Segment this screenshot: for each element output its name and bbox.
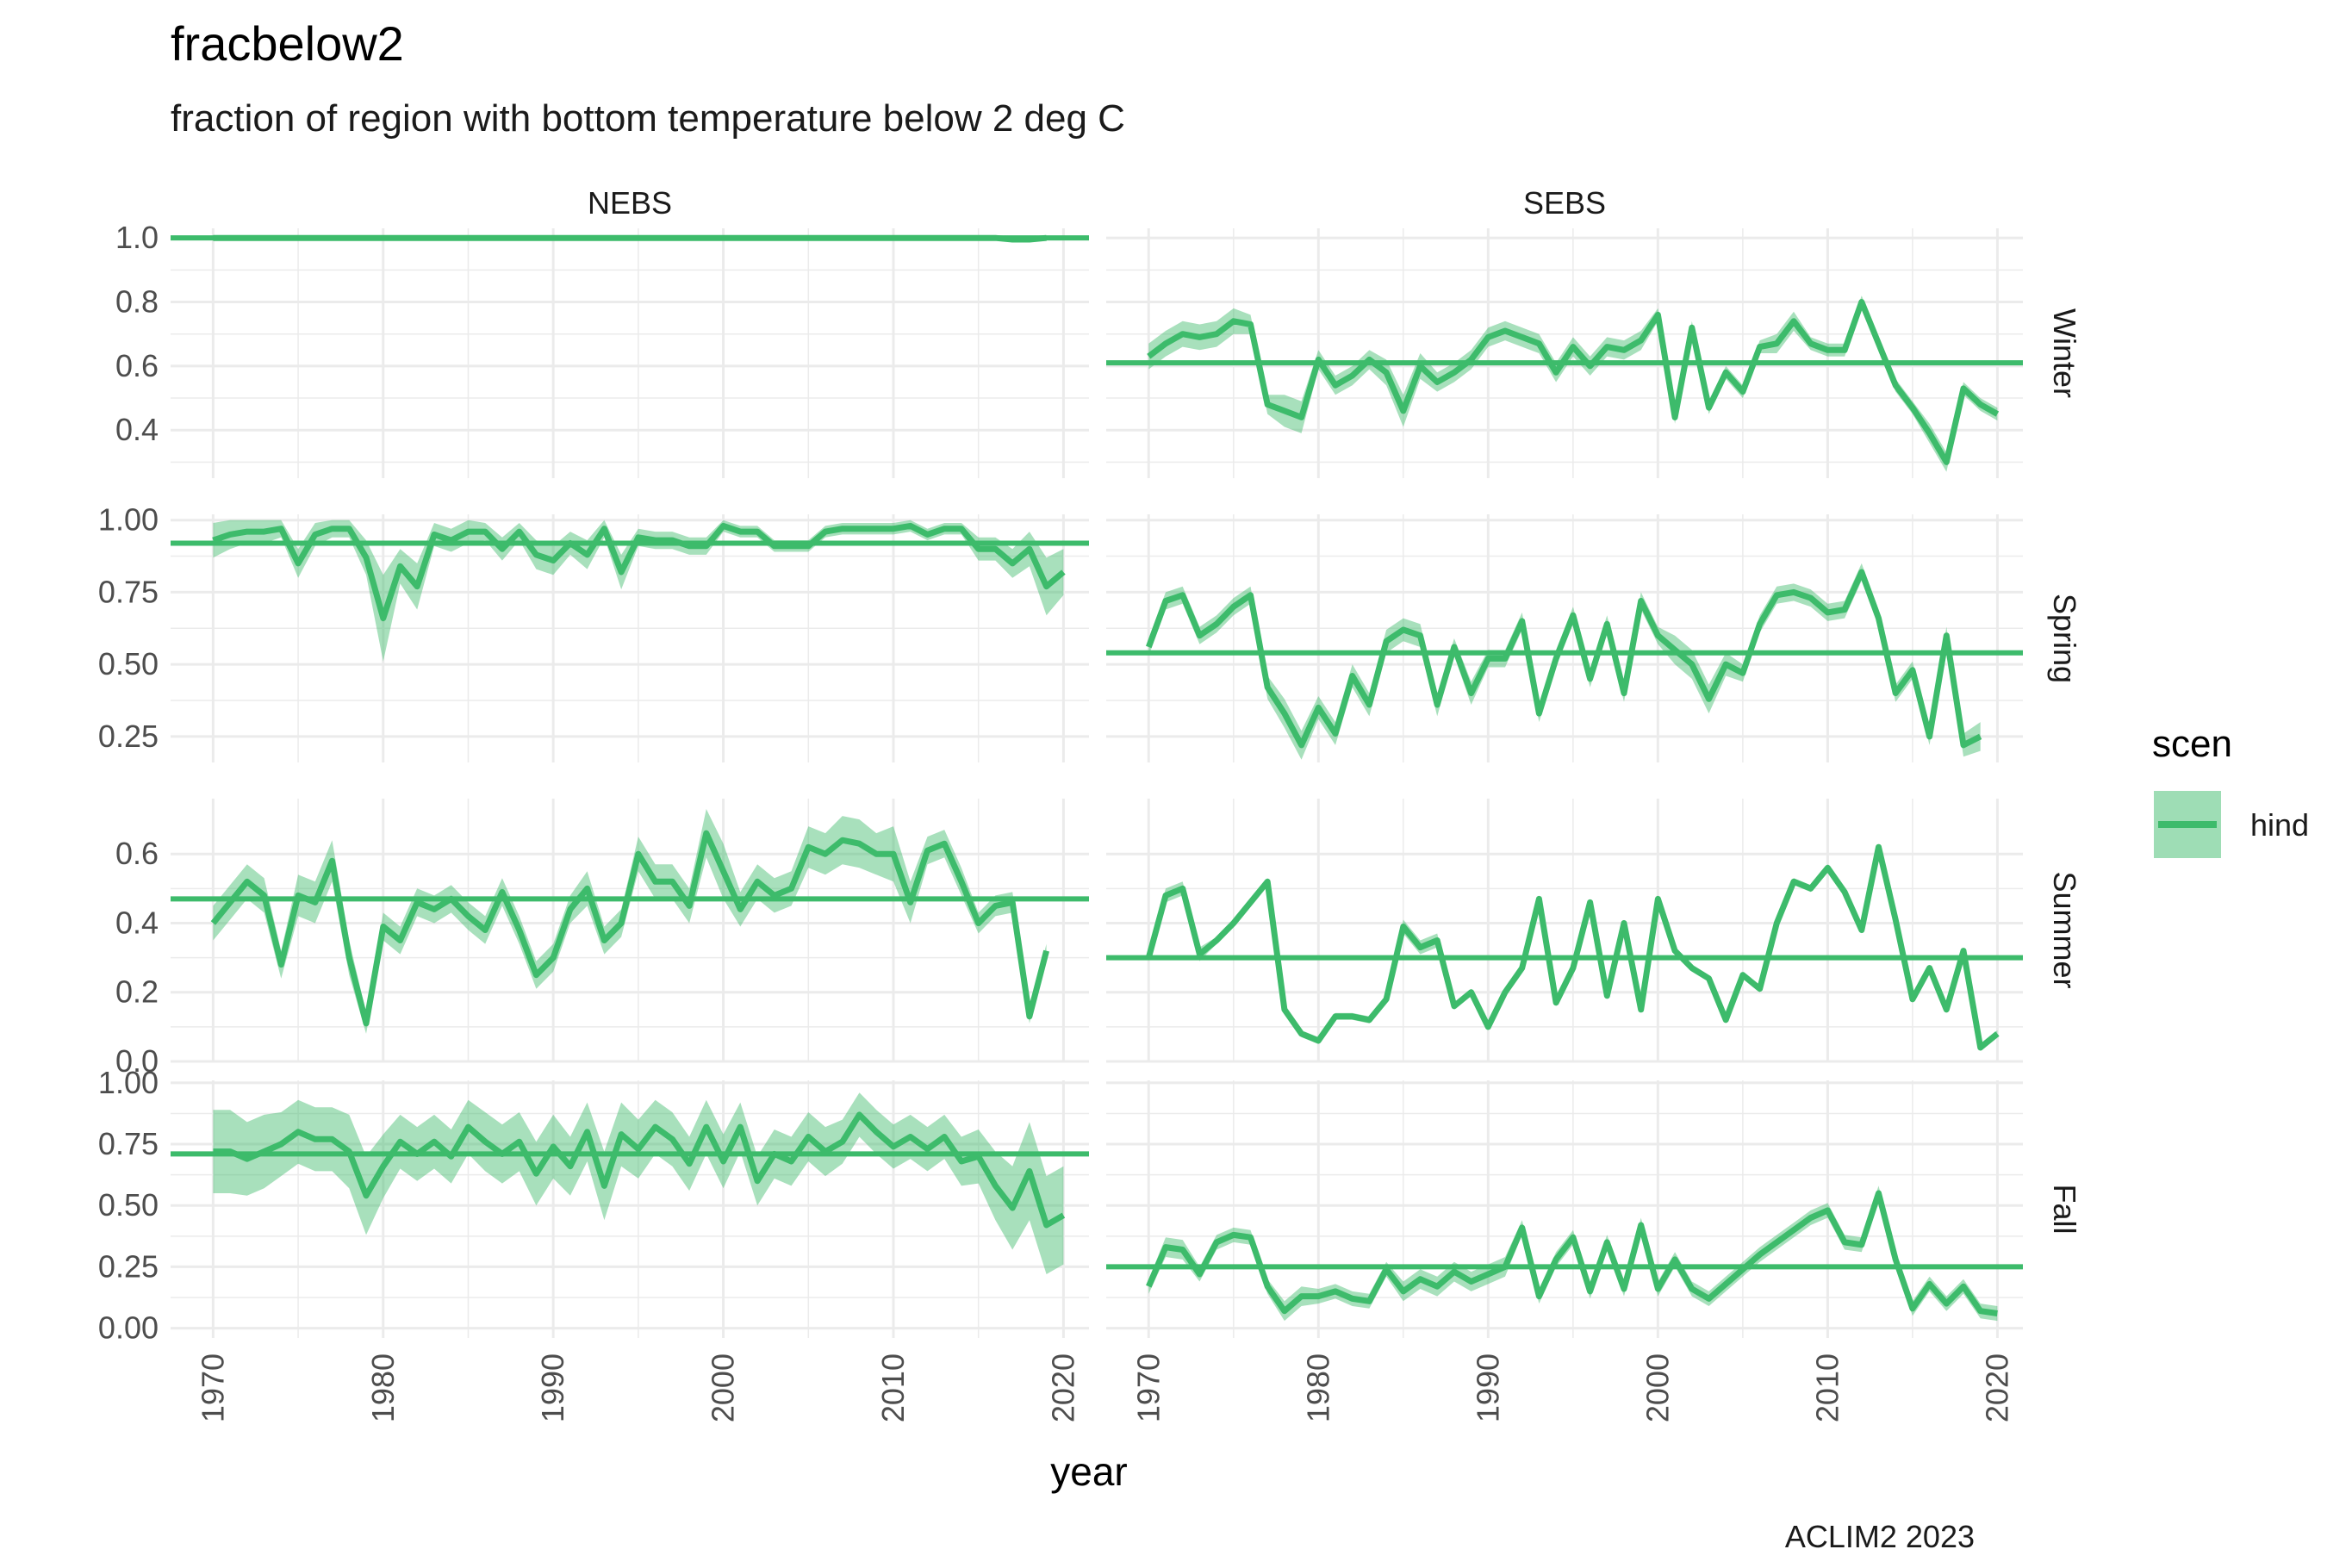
strip-label-nebs: NEBS: [588, 185, 672, 221]
y-tick-label: 0.25: [98, 1248, 159, 1284]
x-tick-label: 1980: [1300, 1353, 1335, 1422]
y-tick-label: 0.2: [115, 974, 159, 1010]
panel-nebs-winter: 0.4 0.6 0.8 1.0: [115, 220, 1089, 478]
series-line-hind: [1146, 1190, 1998, 1316]
series-line-hind: [213, 1111, 1066, 1229]
x-tick-label: 1970: [195, 1353, 230, 1422]
series-line-hind: [210, 830, 1049, 1027]
panel-sebs-spring: [1106, 514, 2023, 762]
y-tick-label: 1.00: [98, 502, 159, 538]
panel-nebs-fall: 0.00 0.25 0.50 0.75 1.00 1970 1980 1990 2000 2010…: [98, 1065, 1089, 1422]
y-tick-label: 0.50: [98, 1187, 159, 1223]
panels: NEBS SEBS Winter Spring Summer Fall 0.4 0.6 0.8 1…: [98, 185, 2082, 1422]
strip-label-spring: Spring: [2047, 594, 2082, 683]
strip-label-winter: Winter: [2047, 308, 2082, 398]
x-tick-label: 2000: [1640, 1353, 1675, 1422]
x-tick-label: 2020: [1979, 1353, 2014, 1422]
y-tick-label: 1.0: [115, 220, 159, 255]
x-tick-label: 2020: [1045, 1353, 1080, 1422]
series-line-hind: [1147, 299, 2000, 465]
y-tick-label: 1.00: [98, 1065, 159, 1100]
series-line-hind: [1145, 843, 2000, 1051]
y-tick-label: 0.75: [98, 574, 159, 609]
series-line-hind: [213, 234, 1047, 243]
series-line-hind: [1146, 569, 1982, 749]
x-axis-title: year: [1050, 1449, 1127, 1494]
strip-label-sebs: SEBS: [1523, 185, 1606, 221]
panel-sebs-fall: 1970 1980 1990 2000 2010 2020: [1106, 1080, 2023, 1422]
ribbon-hind: [213, 809, 1047, 1034]
legend-entry-hind: hind: [2250, 807, 2309, 843]
y-tick-label: 0.00: [98, 1310, 159, 1346]
x-tick-label: 2010: [875, 1353, 911, 1422]
chart-caption: ACLIM2 2023: [1785, 1519, 1975, 1554]
ribbon-hind: [1148, 296, 1998, 472]
strip-label-summer: Summer: [2047, 871, 2082, 988]
y-tick-label: 0.6: [115, 836, 159, 871]
y-tick-label: 0.6: [115, 348, 159, 383]
y-tick-label: 0.0: [115, 1043, 159, 1079]
legend-title: scen: [2152, 723, 2232, 765]
series-line-hind: [212, 522, 1066, 622]
x-tick-label: 1980: [365, 1353, 401, 1422]
y-tick-label: 0.50: [98, 646, 159, 681]
x-tick-label: 2000: [706, 1353, 741, 1422]
x-tick-label: 1990: [1470, 1353, 1505, 1422]
chart-title: fracbelow2: [171, 16, 404, 71]
y-tick-label: 0.25: [98, 719, 159, 754]
panel-nebs-summer: 0.0 0.2 0.4 0.6: [115, 799, 1089, 1079]
panel-nebs-spring: 0.25 0.50 0.75 1.00: [98, 502, 1089, 762]
y-tick-label: 0.4: [115, 412, 159, 447]
panel-sebs-summer: [1106, 799, 2023, 1063]
panel-sebs-winter: [1106, 228, 2023, 478]
x-tick-label: 2010: [1809, 1353, 1845, 1422]
strip-label-fall: Fall: [2047, 1184, 2082, 1234]
y-tick-label: 0.4: [115, 905, 159, 940]
y-tick-label: 0.75: [98, 1126, 159, 1161]
legend: scen hind: [2152, 723, 2309, 858]
ribbon-hind: [213, 1092, 1064, 1274]
x-tick-label: 1970: [1130, 1353, 1166, 1422]
x-tick-label: 1990: [535, 1353, 570, 1422]
y-tick-label: 0.8: [115, 284, 159, 320]
chart-subtitle: fraction of region with bottom temperatu…: [171, 97, 1125, 140]
